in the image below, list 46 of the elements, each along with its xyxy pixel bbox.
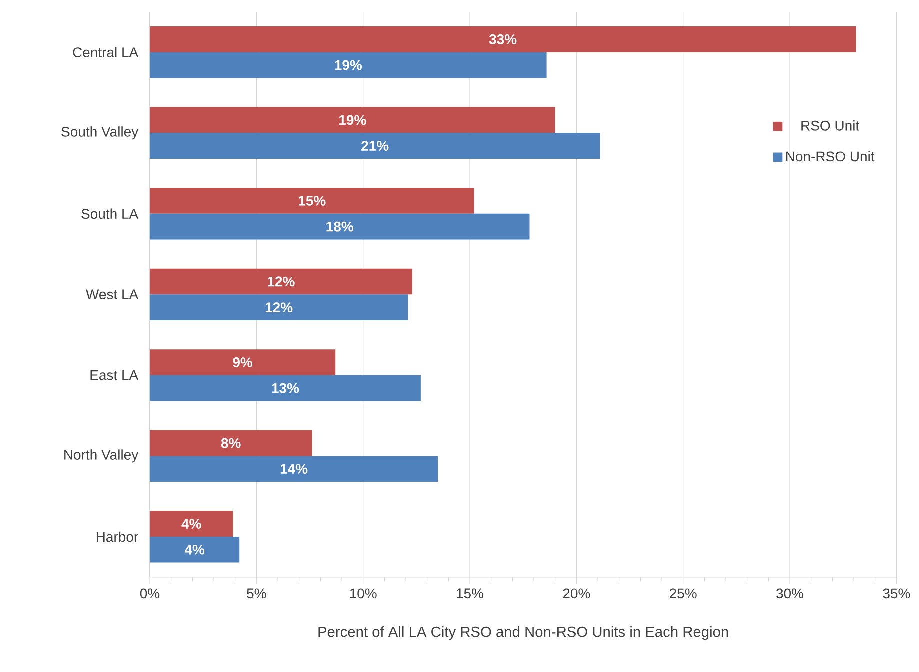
bar xyxy=(150,268,412,295)
data-label: 18% xyxy=(326,222,354,232)
bar xyxy=(150,107,556,134)
data-label: 21% xyxy=(362,141,389,151)
y-tick-label: Harbor xyxy=(96,532,138,542)
bar xyxy=(150,214,530,240)
y-tick-label: North Valley xyxy=(64,450,139,463)
y-tick-label: Central LA xyxy=(73,47,139,58)
data-label: 9% xyxy=(233,358,253,368)
data-label: 19% xyxy=(335,60,362,70)
data-label: 8% xyxy=(221,438,241,448)
bar xyxy=(150,511,234,537)
x-tick-label: 25% xyxy=(670,588,697,599)
data-label: 33% xyxy=(489,34,517,44)
bar xyxy=(150,456,438,482)
data-label: 15% xyxy=(299,196,326,206)
y-tick-label: South Valley xyxy=(62,126,139,140)
data-label: 19% xyxy=(340,115,366,126)
x-axis-title: Percent of All LA City RSO and Non-RSO Units in Each Region xyxy=(318,626,728,640)
x-tick-label: 30% xyxy=(776,588,804,599)
bar xyxy=(150,188,474,214)
x-tick-label: 35% xyxy=(883,588,910,599)
bar xyxy=(150,350,336,376)
x-tick-label: 10% xyxy=(350,588,377,599)
data-label: 12% xyxy=(266,302,293,313)
legend-label: RSO Unit xyxy=(802,120,860,131)
data-label: 4% xyxy=(184,544,205,555)
bar xyxy=(150,375,421,402)
bar xyxy=(150,536,240,563)
y-tick-label: West LA xyxy=(86,290,139,300)
data-label: 14% xyxy=(280,464,308,474)
bar xyxy=(150,430,312,456)
y-tick-label: East LA xyxy=(90,370,139,380)
bar xyxy=(150,52,547,78)
legend-label: Non-RSO Unit xyxy=(786,151,875,162)
bar xyxy=(150,294,408,321)
x-tick-label: 0% xyxy=(140,588,160,599)
y-tick-label: South LA xyxy=(82,208,139,220)
bar xyxy=(150,26,856,52)
data-label: 13% xyxy=(272,383,300,394)
data-label: 12% xyxy=(268,276,295,287)
bar xyxy=(150,133,600,159)
data-label: 4% xyxy=(182,519,202,529)
x-tick-label: 15% xyxy=(457,588,484,599)
x-tick-label: 5% xyxy=(247,588,266,599)
x-tick-label: 20% xyxy=(563,588,590,599)
